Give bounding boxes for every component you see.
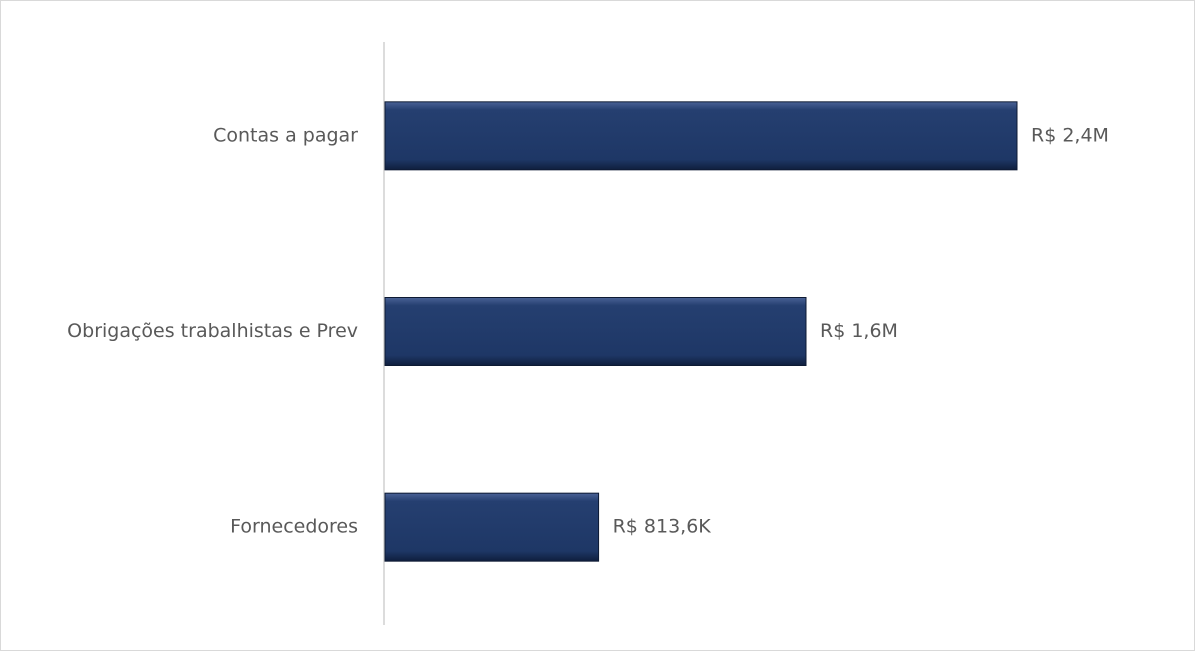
data-label: R$ 1,6M <box>820 320 898 342</box>
bar <box>384 101 1018 171</box>
y-tick-label: Obrigações trabalhistas e Prev <box>67 320 358 342</box>
data-label: R$ 2,4M <box>1031 124 1109 146</box>
y-tick-label: Fornecedores <box>230 516 358 538</box>
data-label: R$ 813,6K <box>613 516 712 538</box>
y-tick-label: Contas a pagar <box>213 124 358 146</box>
bar <box>384 492 600 562</box>
bar <box>384 297 807 366</box>
